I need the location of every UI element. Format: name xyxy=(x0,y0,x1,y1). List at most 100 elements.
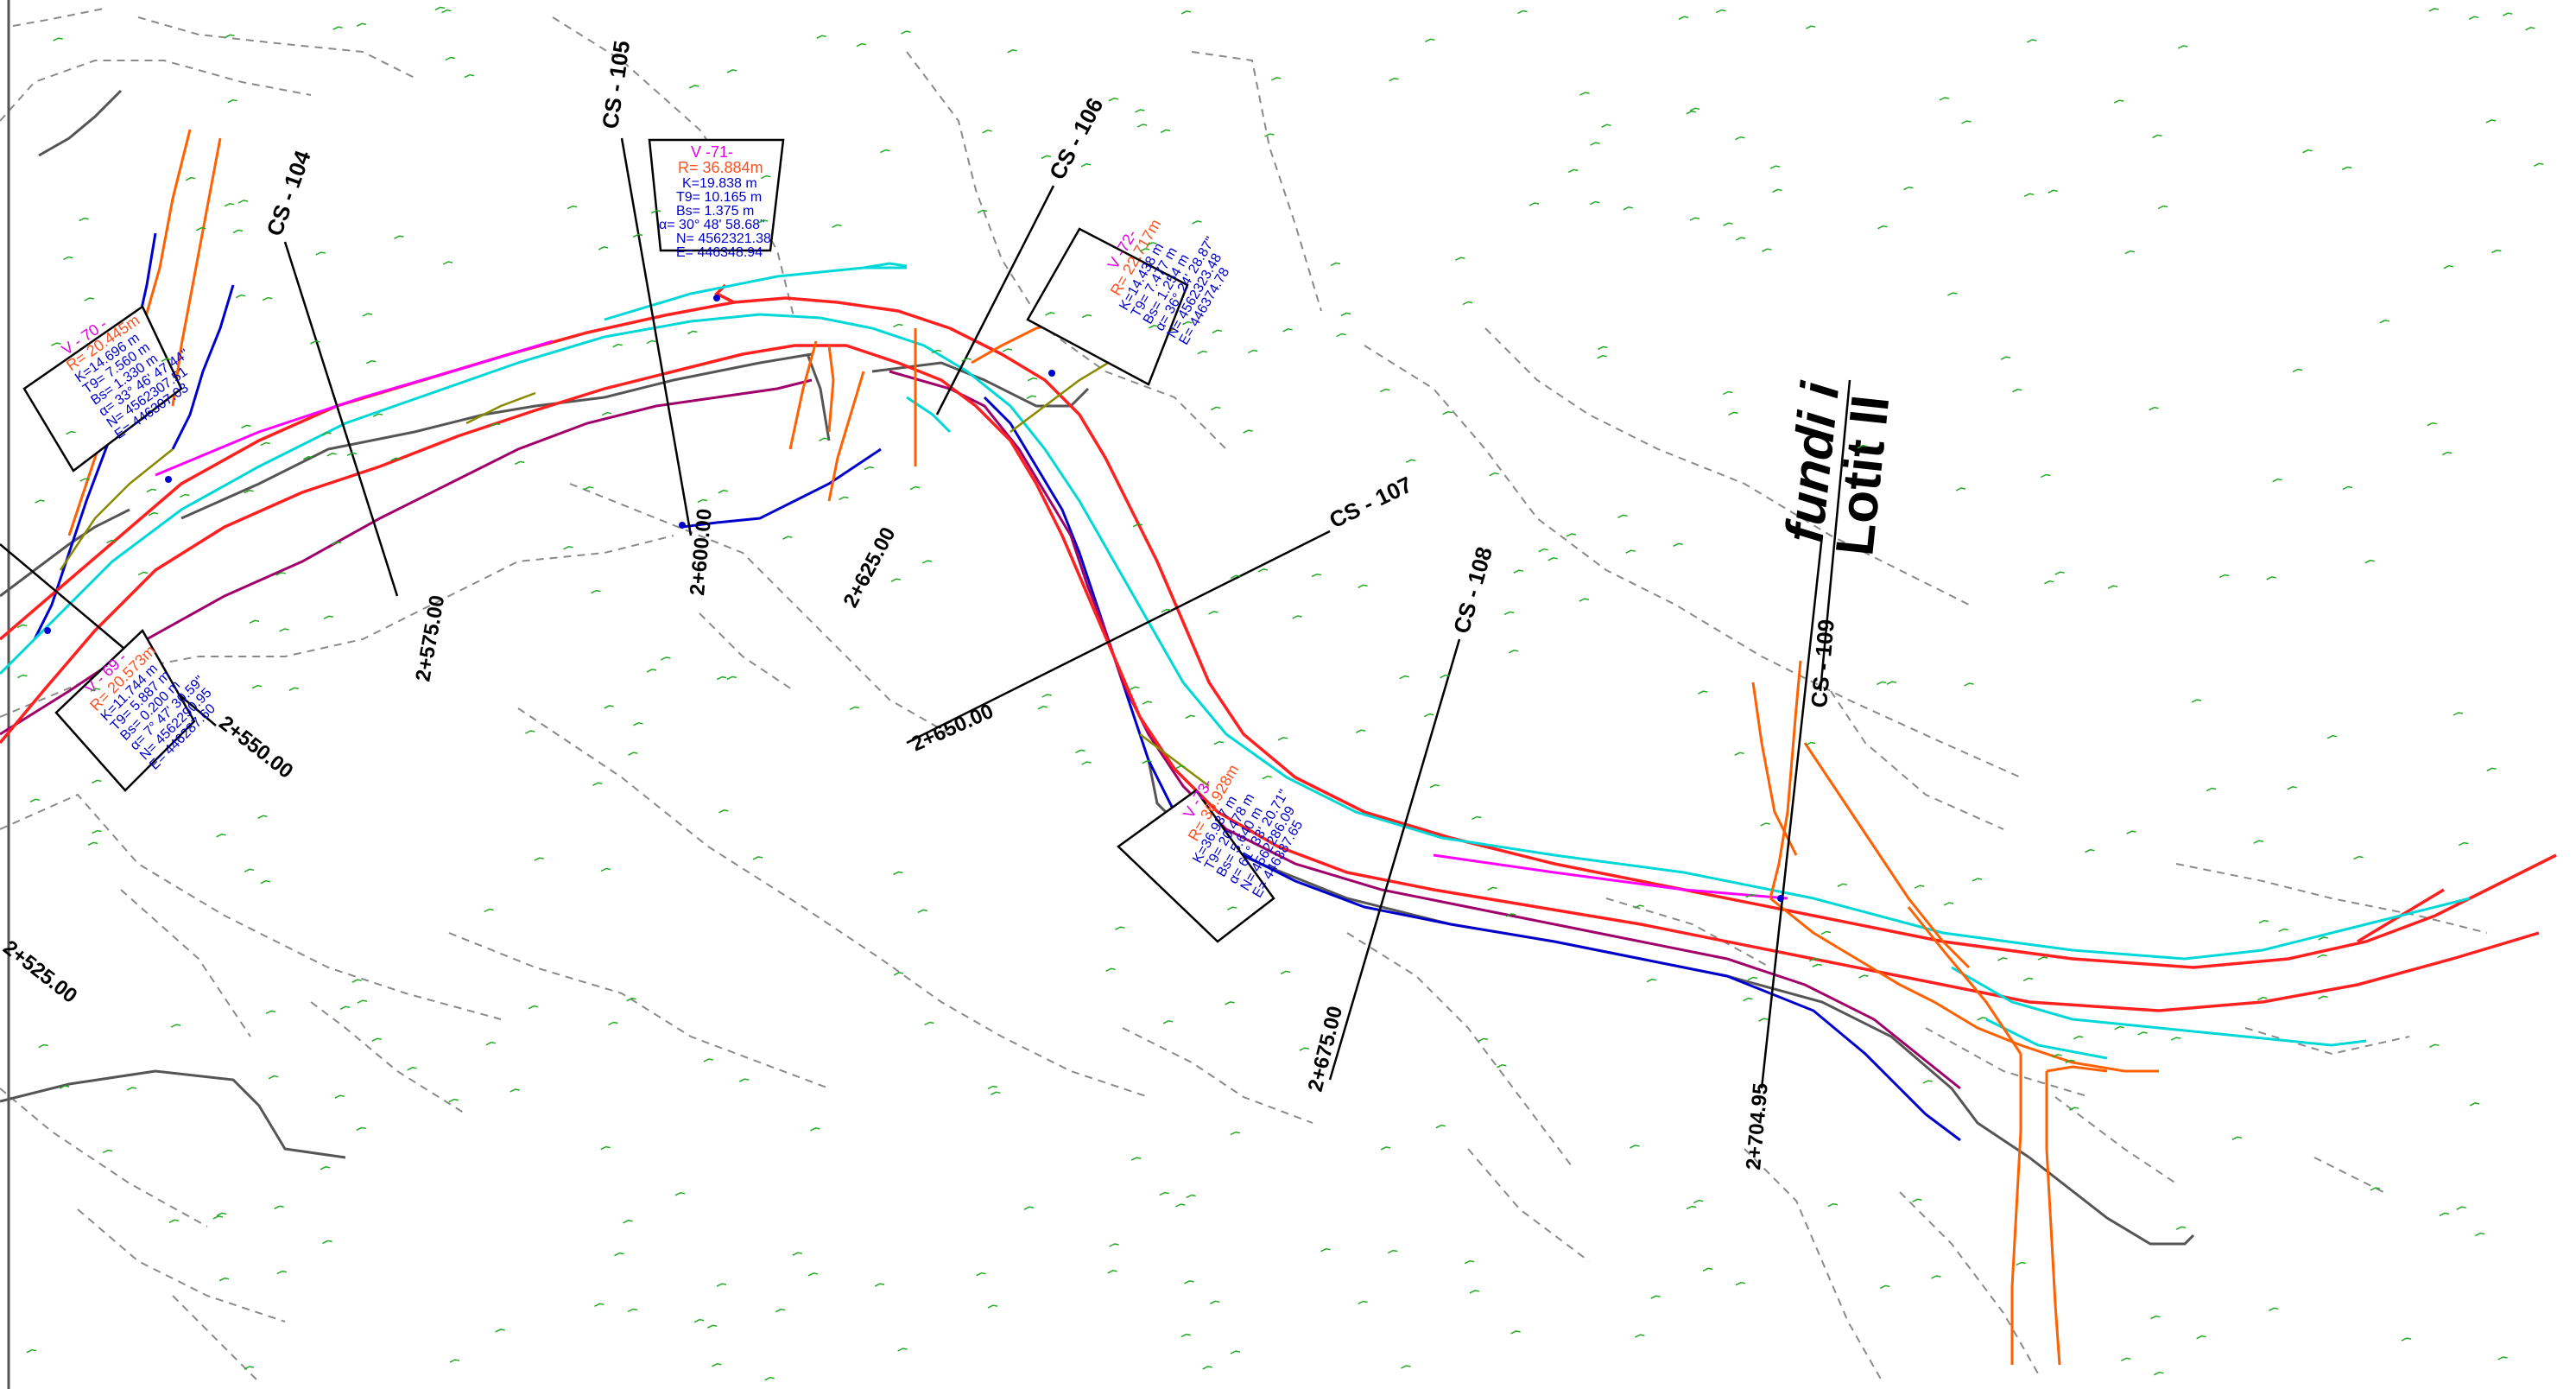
lot-boundary-label: fundi i Lotit II xyxy=(1775,378,1901,692)
terrain-spot-mark xyxy=(1914,885,1925,889)
station-label-2625: 2+625.00 xyxy=(839,523,900,612)
terrain-spot-mark xyxy=(262,296,273,301)
terrain-spot-mark xyxy=(1805,741,1816,746)
terrain-spot-mark xyxy=(90,688,101,692)
terrain-spot-mark xyxy=(1227,906,1237,910)
terrain-spot-mark xyxy=(646,669,657,673)
terrain-spot-mark xyxy=(1678,16,1689,20)
terrain-spot-mark xyxy=(1623,206,1634,211)
terrain-spot-mark xyxy=(2107,585,2118,589)
terrain-spot-mark xyxy=(2458,841,2469,847)
terrain-spot-mark xyxy=(1538,548,1548,553)
terrain-spot-mark xyxy=(1723,222,1733,226)
cs-label-108: CS - 108 xyxy=(1448,544,1497,637)
terrain-spot-mark xyxy=(485,1041,497,1046)
terrain-spot-mark xyxy=(987,1085,998,1090)
terrain-spot-mark xyxy=(2052,1054,2062,1058)
terrain-spot-mark xyxy=(1282,328,1293,333)
terrain-spot-mark xyxy=(2379,320,2389,324)
terrain-spot-mark xyxy=(390,457,401,461)
terrain-spot-mark xyxy=(1734,752,1744,756)
terrain-spot-mark xyxy=(1162,1020,1174,1024)
terrain-spot-mark xyxy=(1142,701,1153,705)
terrain-spot-mark xyxy=(604,705,614,709)
cs-label-104: CS - 104 xyxy=(261,147,315,239)
terrain-spot-mark xyxy=(2370,1187,2381,1191)
terrain-spot-mark xyxy=(2318,995,2328,1000)
terrain-spot-mark xyxy=(874,1283,885,1287)
terrain-spot-mark xyxy=(227,98,237,104)
terrain-spot-mark xyxy=(1471,815,1482,821)
terrain-spot-mark xyxy=(1805,25,1816,29)
terrain-spot-mark xyxy=(232,229,244,234)
terrain-spot-mark xyxy=(1517,10,1528,15)
terrain-spot-mark xyxy=(2124,250,2136,255)
terrain-spot-mark xyxy=(600,867,611,872)
terrain-spot-mark xyxy=(241,424,251,429)
terrain-spot-mark xyxy=(1702,1267,1713,1272)
terrain-spot-mark xyxy=(244,489,254,494)
terrain-spot-mark xyxy=(849,706,860,711)
terrain-spot-mark xyxy=(1735,237,1746,241)
terrain-spot-mark xyxy=(893,871,903,876)
terrain-spot-mark xyxy=(1529,202,1540,206)
terrain-spot-mark xyxy=(1497,1064,1507,1069)
terrain-spot-mark xyxy=(2044,580,2054,585)
terrain-spot-mark xyxy=(1139,248,1150,252)
terrain-spot-mark xyxy=(1231,574,1241,579)
terrain-spot-mark xyxy=(738,1078,750,1082)
terrain-spot-mark xyxy=(1107,1270,1117,1274)
terrain-spot-mark xyxy=(1857,444,1868,449)
terrain-spot-mark xyxy=(1745,893,1756,898)
terrain-spot-mark xyxy=(760,174,771,180)
terrain-spot-mark xyxy=(566,205,578,210)
terrain-spot-mark xyxy=(321,432,332,436)
terrain-spot-mark xyxy=(718,809,729,814)
terrain-spot-mark xyxy=(87,841,98,847)
terrain-spot-mark xyxy=(137,571,149,576)
terrain-spot-mark xyxy=(362,313,373,317)
terrain-spot-mark xyxy=(1617,514,1628,518)
terrain-spot-mark xyxy=(1387,1249,1398,1254)
terrain-spot-mark xyxy=(2065,1059,2075,1064)
terrain-spot-mark xyxy=(1858,974,1869,979)
terrain-spot-mark xyxy=(982,130,992,134)
terrain-spot-mark xyxy=(1478,1037,1489,1043)
terrain-spot-mark xyxy=(394,235,404,239)
terrain-spot-mark xyxy=(525,730,535,734)
terrain-spot-mark xyxy=(235,294,246,299)
terrain-spot-mark xyxy=(1160,129,1171,134)
terrain-spot-mark xyxy=(810,1127,820,1132)
terrain-spot-mark xyxy=(1972,878,1983,882)
terrain-spot-mark xyxy=(356,1126,366,1132)
terrain-spot-mark xyxy=(1026,395,1037,399)
terrain-spot-mark xyxy=(2302,149,2313,154)
terrain-spot-mark xyxy=(66,430,76,435)
terrain-spot-mark xyxy=(1735,136,1745,141)
terrain-spot-mark xyxy=(1693,1199,1704,1204)
terrain-spot-mark xyxy=(633,722,643,726)
terrain-spot-mark xyxy=(2287,786,2297,790)
terrain-spot-mark xyxy=(2278,928,2288,933)
terrain-spot-mark xyxy=(26,1348,37,1354)
terrain-spot-mark xyxy=(2258,919,2269,924)
terrain-spot-mark xyxy=(1186,1194,1196,1199)
terrain-spot-mark xyxy=(752,856,763,860)
terrain-spot-mark xyxy=(1041,155,1052,160)
terrain-spot-mark xyxy=(1728,411,1738,416)
terrain-spot-mark xyxy=(977,209,988,214)
terrain-spot-mark xyxy=(2085,848,2095,853)
terrain-spot-mark xyxy=(1635,1334,1645,1338)
terrain-spot-mark xyxy=(627,1308,638,1313)
terrain-spot-mark xyxy=(1208,611,1218,615)
terrain-spot-mark xyxy=(674,1192,686,1196)
terrain-spot-mark xyxy=(807,1272,819,1277)
terrain-spot-mark xyxy=(2073,1036,2084,1040)
terrain-spot-mark xyxy=(59,1085,70,1089)
terrain-spot-mark xyxy=(1808,957,1820,962)
terrain-spot-mark xyxy=(1505,913,1516,917)
terrain-spot-mark xyxy=(2170,1037,2181,1041)
terrain-spot-mark xyxy=(180,493,190,498)
terrain-spot-mark xyxy=(893,972,904,976)
v71-line-2: T9= 10.165 m xyxy=(676,190,762,205)
